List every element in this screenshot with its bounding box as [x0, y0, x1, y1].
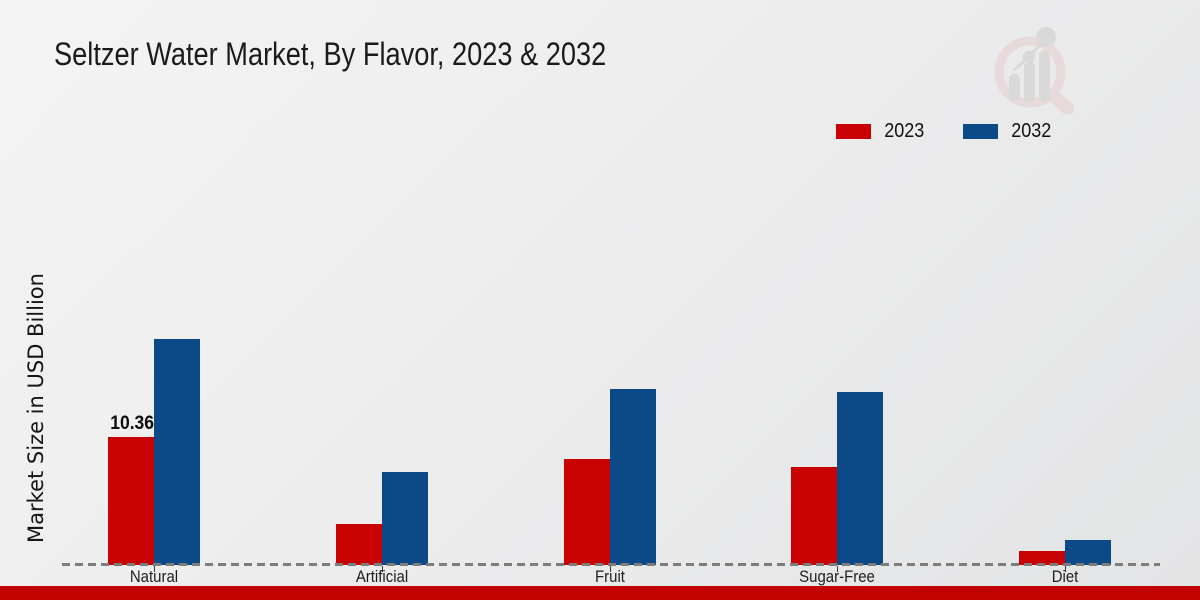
chart-title: Seltzer Water Market, By Flavor, 2023 & …: [54, 36, 607, 72]
bar-2023-diet: [1019, 551, 1065, 565]
legend-label-2023: 2023: [884, 120, 925, 142]
bar-2023-natural: [108, 437, 154, 565]
x-axis-label-fruit: Fruit: [594, 567, 625, 586]
x-axis-tick-diet: [1065, 566, 1066, 572]
x-axis-label-natural: Natural: [129, 567, 179, 586]
bar-2023-artificial: [335, 524, 382, 565]
bar-2032-fruit: [609, 389, 656, 565]
legend-swatch-2032: [962, 124, 998, 139]
footer-accent-bar: [0, 586, 1200, 600]
bar-value-label-natural-2023: 10.36: [110, 413, 154, 434]
x-axis-tick-sugar-free: [837, 566, 839, 572]
x-axis-label-diet: Diet: [1051, 567, 1079, 586]
x-axis-tick-fruit: [609, 566, 611, 572]
legend-item-2023: 2023: [836, 120, 927, 143]
legend-item-2032: 2032: [962, 120, 1054, 143]
x-axis-label-artificial: Artificial: [355, 567, 408, 586]
bar-2032-sugar-free: [837, 392, 884, 565]
x-axis-tick-artificial: [381, 566, 383, 572]
x-axis-baseline: [62, 563, 1160, 566]
bar-2032-diet: [1065, 540, 1111, 565]
legend: 2023 2032: [836, 120, 1053, 143]
x-axis-tick-natural: [154, 566, 155, 572]
legend-label-2032: 2032: [1010, 120, 1051, 142]
legend-swatch-2023: [836, 124, 871, 139]
bar-2032-artificial: [381, 472, 428, 565]
bar-2023-sugar-free: [791, 467, 838, 565]
bar-2023-fruit: [563, 459, 610, 565]
x-axis-label-sugar-free: Sugar-Free: [799, 567, 876, 586]
bar-2032-natural: [154, 339, 200, 565]
magnifier-bar-chart-logo-icon: [994, 27, 1075, 114]
